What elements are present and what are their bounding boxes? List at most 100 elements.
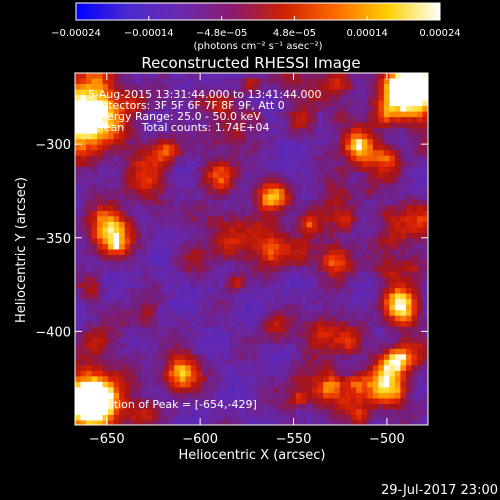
heatmap-pixel [290,161,297,168]
heatmap-pixel [323,232,330,239]
heatmap-pixel [394,210,401,217]
heatmap-pixel [400,337,407,344]
heatmap-pixel [378,227,385,234]
heatmap-pixel [146,337,153,344]
heatmap-pixel [367,166,374,173]
heatmap-pixel [207,282,214,289]
heatmap-pixel [229,343,236,350]
heatmap-pixel [290,332,297,339]
heatmap-pixel [97,221,103,228]
heatmap-pixel [405,376,412,383]
heatmap-pixel [245,260,252,267]
heatmap-pixel [102,95,109,101]
heatmap-pixel [405,282,412,289]
heatmap-pixel [372,243,379,250]
heatmap-pixel [91,255,98,261]
heatmap-pixel [86,387,92,394]
heatmap-pixel [312,282,319,289]
heatmap-pixel [262,78,269,85]
heatmap-pixel [201,288,208,295]
heatmap-pixel [174,227,181,234]
heatmap-pixel [251,304,258,311]
heatmap-pixel [295,205,302,212]
heatmap-pixel [97,84,103,90]
heatmap-pixel [212,166,219,173]
heatmap-pixel [86,332,92,339]
heatmap-pixel [323,414,330,421]
heatmap-pixel [334,95,341,101]
heatmap-pixel [163,337,170,344]
heatmap-pixel [251,359,258,366]
heatmap-pixel [190,348,197,355]
heatmap-pixel [75,381,81,388]
heatmap-pixel [174,288,181,295]
heatmap-pixel [234,293,241,300]
heatmap-pixel [113,271,120,278]
heatmap-pixel [212,111,219,118]
heatmap-pixel [229,155,236,162]
heatmap-pixel [240,172,247,179]
heatmap-pixel [185,392,192,399]
heatmap-pixel [361,277,368,283]
heatmap-pixel [328,299,335,306]
heatmap-pixel [97,337,103,344]
heatmap-pixel [328,354,335,361]
heatmap-pixel [273,133,280,140]
heatmap-pixel [257,348,263,355]
heatmap-pixel [367,106,374,113]
heatmap-pixel [124,381,131,388]
heatmap-pixel [218,249,225,256]
heatmap-pixel [295,139,302,146]
heatmap-pixel [135,255,142,261]
heatmap-pixel [196,128,203,135]
heatmap-pixel [207,304,214,311]
heatmap-pixel [411,348,418,355]
heatmap-pixel [367,194,374,201]
heatmap-pixel [367,117,374,124]
heatmap-pixel [284,243,291,250]
heatmap-pixel [223,216,230,223]
heatmap-pixel [367,177,374,184]
heatmap-pixel [80,376,87,383]
heatmap-pixel [75,221,81,228]
heatmap-pixel [317,271,324,278]
heatmap-pixel [422,210,428,217]
heatmap-pixel [207,266,214,272]
heatmap-pixel [234,232,241,239]
heatmap-pixel [361,398,368,405]
heatmap-pixel [245,155,252,162]
heatmap-pixel [317,150,324,157]
heatmap-pixel [350,166,357,173]
heatmap-pixel [323,403,330,410]
heatmap-pixel [372,133,379,140]
heatmap-pixel [80,260,87,267]
heatmap-pixel [422,315,428,322]
heatmap-pixel [108,139,115,146]
heatmap-pixel [86,155,92,162]
heatmap-pixel [405,100,412,107]
heatmap-pixel [295,133,302,140]
heatmap-pixel [102,122,109,129]
heatmap-pixel [290,387,297,394]
heatmap-pixel [389,403,396,410]
heatmap-pixel [251,210,258,217]
heatmap-pixel [218,282,225,289]
heatmap-pixel [262,111,269,118]
heatmap-pixel [317,326,324,333]
heatmap-pixel [383,122,390,129]
heatmap-pixel [262,100,269,107]
heatmap-pixel [119,100,126,107]
heatmap-pixel [284,177,291,184]
heatmap-pixel [124,238,131,245]
heatmap-pixel [394,177,401,184]
heatmap-pixel [212,288,219,295]
heatmap-pixel [234,172,241,179]
heatmap-pixel [312,188,319,195]
heatmap-pixel [190,227,197,234]
heatmap-pixel [367,266,374,272]
heatmap-pixel [312,310,319,317]
heatmap-pixel [190,398,197,405]
heatmap-pixel [257,183,263,190]
heatmap-pixel [306,398,313,405]
heatmap-pixel [301,376,308,383]
